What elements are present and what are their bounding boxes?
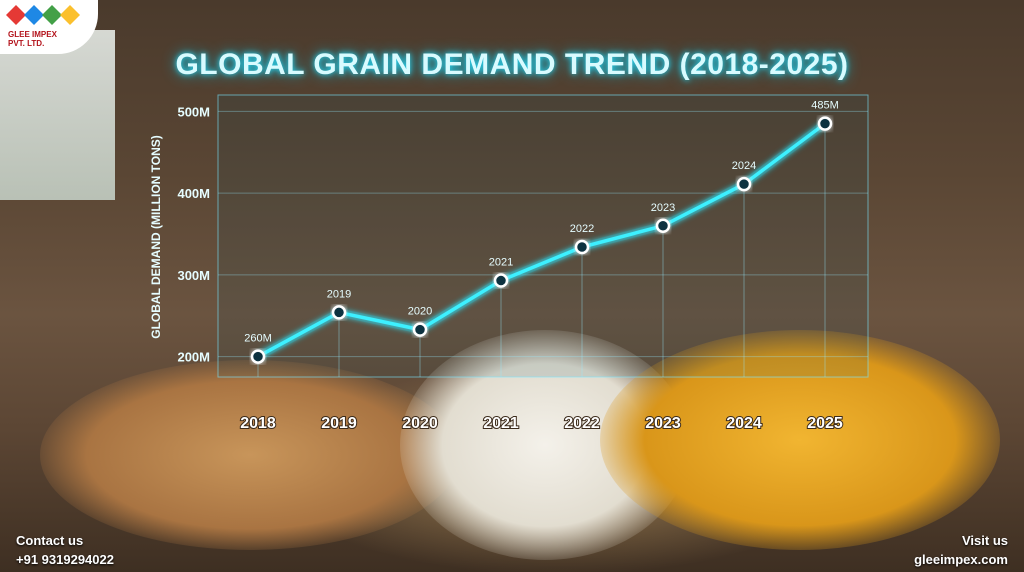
logo-suffix: PVT. LTD. [8, 39, 45, 48]
y-tick-label: 500M [177, 104, 210, 119]
x-tick-label: 2021 [483, 415, 519, 432]
x-tick-label: 2019 [321, 415, 357, 432]
series-line [257, 122, 827, 359]
data-label: 260M [244, 333, 272, 345]
data-label: 485M [811, 100, 839, 112]
phone-number[interactable]: +91 9319294022 [16, 552, 114, 567]
company-logo: GLEE IMPEX PVT. LTD. [0, 0, 98, 54]
data-label: 2022 [570, 223, 594, 235]
y-tick-label: 400M [177, 186, 210, 201]
logo-text: GLEE IMPEX PVT. LTD. [8, 30, 57, 48]
website-block: Visit us gleeimpex.com [914, 531, 1008, 569]
contact-block: Contact us +91 9319294022 [16, 531, 114, 569]
x-tick-label: 2022 [564, 415, 600, 432]
data-label: 2023 [651, 202, 675, 214]
data-point [655, 218, 671, 234]
x-tick-label: 2025 [807, 415, 843, 432]
x-tick-label: 2023 [645, 415, 681, 432]
data-point [250, 349, 266, 364]
logo-diamond [42, 5, 62, 25]
data-label: 2019 [327, 288, 351, 300]
data-point [412, 322, 428, 337]
logo-diamonds-icon [6, 5, 80, 25]
y-tick-label: 200M [177, 350, 210, 365]
x-tick-label: 2024 [726, 415, 762, 432]
x-tick-label: 2018 [240, 415, 276, 432]
logo-diamond [24, 5, 44, 25]
y-tick-label: 300M [177, 268, 210, 283]
x-tick-label: 2020 [402, 415, 438, 432]
website-link[interactable]: gleeimpex.com [914, 552, 1008, 567]
visit-label: Visit us [961, 533, 1008, 548]
logo-name: GLEE IMPEX [8, 30, 57, 39]
chart-title: GLOBAL GRAIN DEMAND TREND (2018-2025) [175, 48, 849, 81]
data-point [736, 176, 752, 192]
data-point [493, 273, 509, 288]
data-point [331, 305, 347, 320]
corn-pile [600, 330, 1000, 550]
y-axis-label: GLOBAL DEMAND (MILLION TONS) [149, 135, 163, 339]
data-point [817, 116, 833, 131]
logo-diamond [6, 5, 26, 25]
data-label: 2020 [408, 306, 432, 318]
logo-diamond [60, 5, 80, 25]
data-label: 2021 [489, 257, 513, 269]
contact-label: Contact us [16, 533, 84, 548]
background-window [0, 30, 115, 200]
wheat-pile [40, 360, 460, 550]
plot-area [217, 94, 869, 378]
data-label: 2024 [732, 160, 756, 172]
data-point [574, 239, 590, 255]
